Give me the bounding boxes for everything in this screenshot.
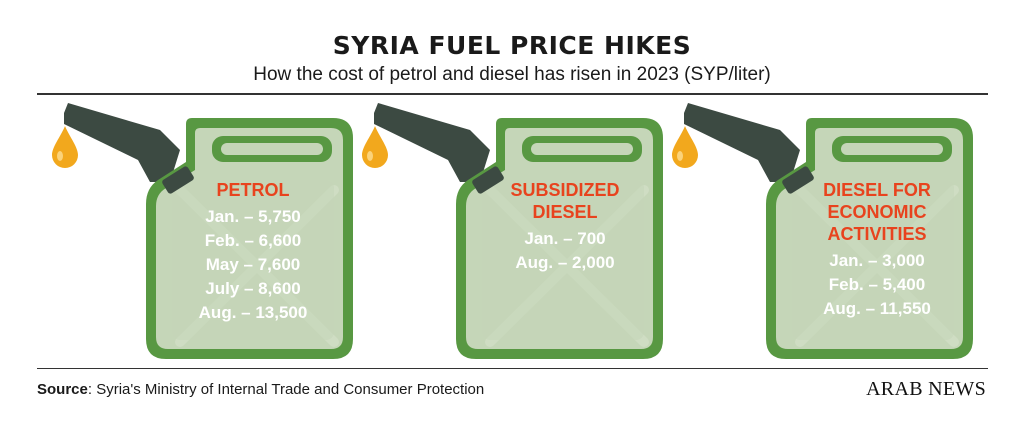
can-label-area: [172, 180, 334, 340]
category-title: PETROL: [216, 180, 289, 200]
fuel-drop-highlight: [677, 151, 683, 161]
price-label: Aug. – 2,000: [515, 253, 614, 272]
source-note: Source: Syria's Ministry of Internal Tra…: [37, 381, 484, 398]
fuel-can-3: [672, 103, 973, 359]
chart-subtitle: How the cost of petrol and diesel has ri…: [253, 64, 771, 85]
nozzle-spout-icon: [374, 103, 490, 182]
price-label: July – 8,600: [205, 279, 300, 298]
can-handle-slot: [841, 143, 943, 155]
price-label: May – 7,600: [206, 255, 301, 274]
price-label: Jan. – 3,000: [829, 251, 924, 270]
fuel-drop-icon: [672, 126, 698, 168]
bottom-divider: [37, 368, 988, 369]
category-title: ACTIVITIES: [827, 224, 926, 244]
category-title: DIESEL FOR: [823, 180, 931, 200]
price-label: Jan. – 5,750: [205, 207, 300, 226]
brand-logo: ARAB NEWS: [866, 378, 986, 400]
category-title: ECONOMIC: [828, 202, 927, 222]
top-divider: [37, 93, 988, 95]
nozzle-cap-icon: [162, 166, 194, 194]
nozzle-spout-icon: [684, 103, 800, 182]
can-label-area: [482, 180, 644, 340]
price-label: Aug. – 11,550: [823, 299, 931, 318]
can-handle-slot: [531, 143, 633, 155]
fuel-drop-icon: [362, 126, 388, 168]
price-label: Jan. – 700: [524, 229, 605, 248]
price-label: Feb. – 6,600: [205, 231, 301, 250]
fuel-drop-highlight: [57, 151, 63, 161]
fuel-drop-highlight: [367, 151, 373, 161]
source-text: : Syria's Ministry of Internal Trade and…: [87, 381, 485, 398]
chart-title: SYRIA FUEL PRICE HIKES: [332, 31, 692, 60]
nozzle-cap-icon: [782, 166, 814, 194]
can-label-area: [792, 180, 954, 340]
can-handle-slot: [221, 143, 323, 155]
price-label: Aug. – 13,500: [199, 303, 308, 322]
nozzle-cap-icon: [472, 166, 504, 194]
category-title: DIESEL: [532, 202, 597, 222]
nozzle-spout-icon: [64, 103, 180, 182]
price-label: Feb. – 5,400: [829, 275, 925, 294]
source-label: Source: [37, 381, 88, 398]
category-title: SUBSIDIZED: [510, 180, 619, 200]
fuel-can-2: [362, 103, 663, 359]
fuel-drop-icon: [52, 126, 78, 168]
fuel-can-1: [52, 103, 353, 359]
